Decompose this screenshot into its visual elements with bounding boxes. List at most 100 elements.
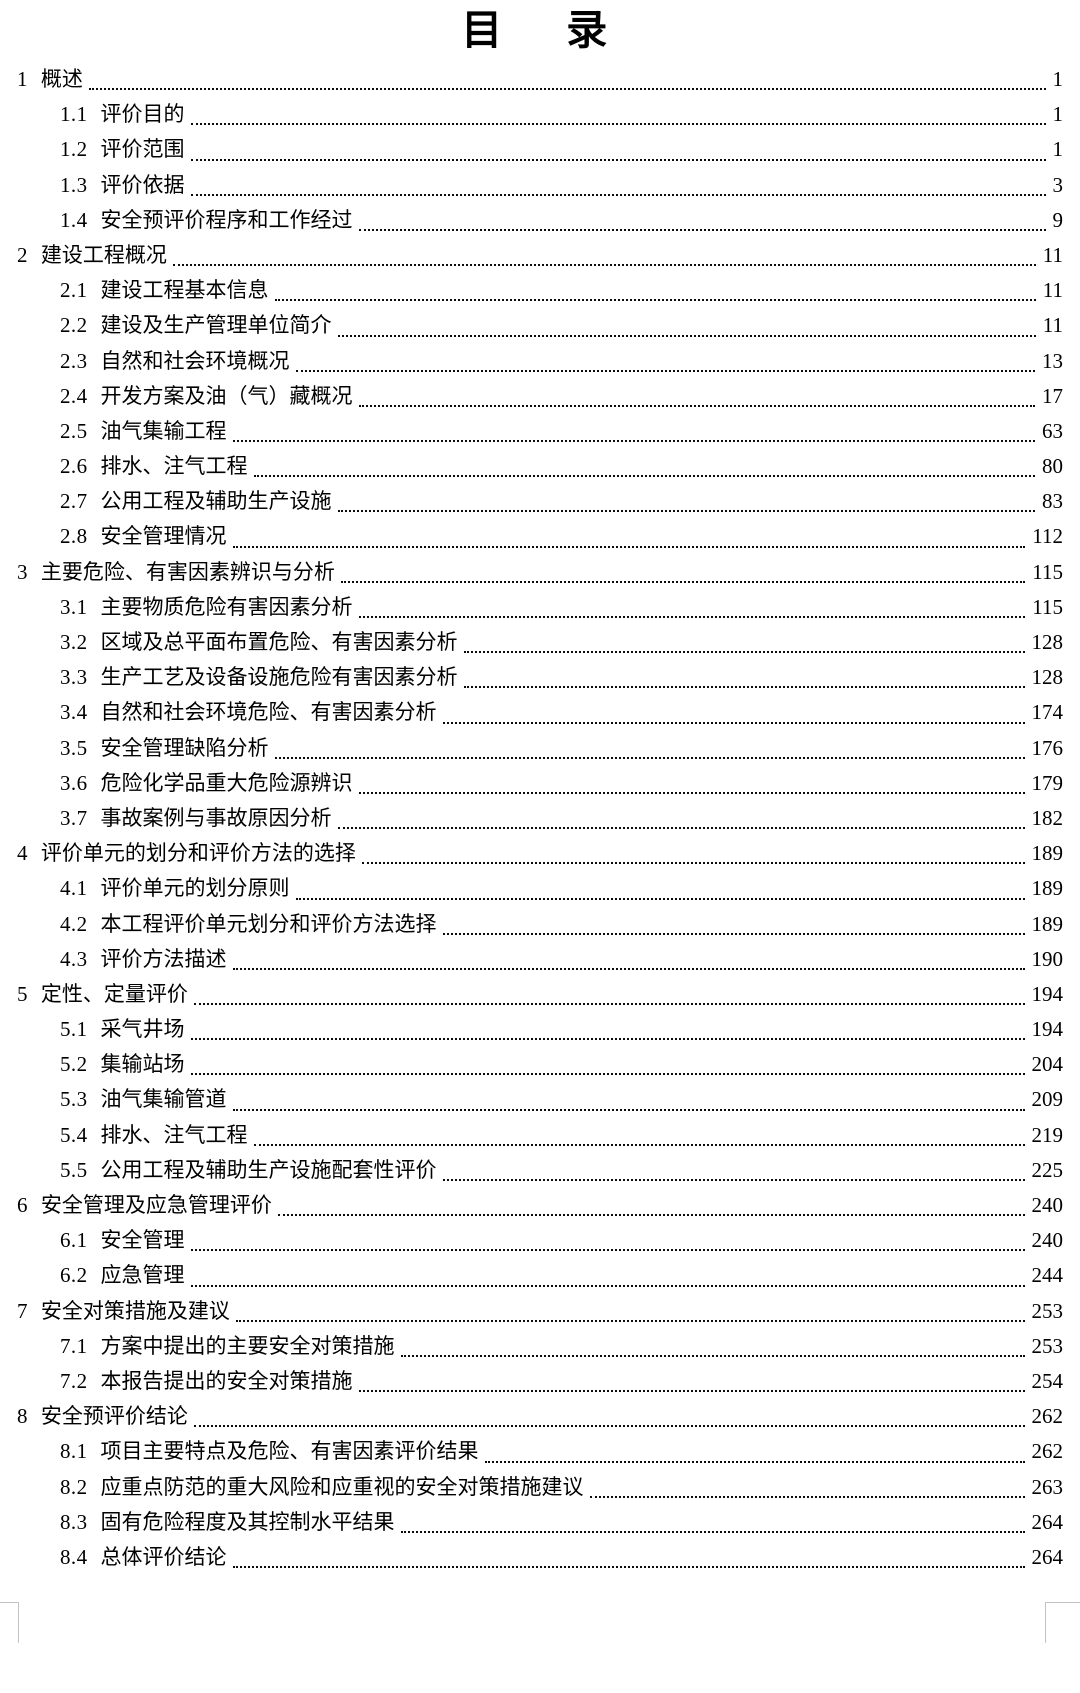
dot-leader xyxy=(190,193,1046,196)
toc-entry[interactable]: 4.1 评价单元的划分原则 189 xyxy=(0,871,1063,906)
dot-leader xyxy=(442,1178,1025,1181)
entry-number: 7.2 xyxy=(60,1368,88,1393)
toc-entry[interactable]: 3.5 安全管理缺陷分析 176 xyxy=(0,731,1063,766)
toc-entry[interactable]: 4.2 本工程评价单元划分和评价方法选择 189 xyxy=(0,907,1063,942)
toc-entry[interactable]: 6.2 应急管理 244 xyxy=(0,1258,1063,1293)
toc-entry[interactable]: 5 定性、定量评价 194 xyxy=(0,977,1063,1012)
toc-entry[interactable]: 7 安全对策措施及建议 253 xyxy=(0,1294,1063,1329)
entry-number: 5.4 xyxy=(60,1122,88,1147)
entry-number: 8.2 xyxy=(60,1474,88,1499)
toc-entry[interactable]: 2.5 油气集输工程 63 xyxy=(0,414,1063,449)
dot-leader xyxy=(235,1319,1025,1322)
toc-entry[interactable]: 3.6 危险化学品重大危险源辨识 179 xyxy=(0,766,1063,801)
entry-number: 3.2 xyxy=(60,630,88,654)
entry-page-number: 254 xyxy=(1031,1368,1064,1393)
entry-number: 1.3 xyxy=(60,172,88,197)
entry-number: 3.5 xyxy=(60,735,88,760)
entry-page-number: 1 xyxy=(1052,102,1064,127)
toc-entry[interactable]: 1.2 评价范围 1 xyxy=(0,132,1063,167)
toc-entry[interactable]: 2.1 建设工程基本信息 11 xyxy=(0,273,1063,308)
entry-number: 2.8 xyxy=(60,524,88,549)
entry-page-number: 190 xyxy=(1031,946,1064,971)
dot-leader xyxy=(340,580,1026,583)
dot-leader xyxy=(358,791,1025,794)
dot-leader xyxy=(193,1424,1025,1428)
toc-entry[interactable]: 8.4 总体评价结论 264 xyxy=(0,1540,1063,1575)
entry-page-number: 262 xyxy=(1031,1439,1064,1464)
page-title: 目 录 xyxy=(461,7,619,53)
entry-page-number: 264 xyxy=(1031,1509,1064,1534)
text-boundary-mark-right xyxy=(1045,1602,1080,1643)
toc-entry[interactable]: 1.1 评价目的 1 xyxy=(0,97,1063,132)
entry-title: 排水、注气工程 xyxy=(100,1122,248,1147)
toc-entry[interactable]: 2 建设工程概况 11 xyxy=(0,238,1063,273)
entry-number: 5.5 xyxy=(60,1157,88,1182)
toc-entry[interactable]: 6 安全管理及应急管理评价 240 xyxy=(0,1188,1063,1223)
dot-leader xyxy=(358,228,1046,231)
dot-leader xyxy=(190,158,1046,161)
entry-number: 2.6 xyxy=(60,454,88,479)
toc-entry[interactable]: 3.2 区域及总平面布置危险、有害因素分析 128 xyxy=(0,625,1063,660)
dot-leader xyxy=(253,474,1035,478)
toc-entry[interactable]: 3.4 自然和社会环境危险、有害因素分析 174 xyxy=(0,695,1063,730)
toc-entry[interactable]: 2.7 公用工程及辅助生产设施 83 xyxy=(0,484,1063,519)
entry-page-number: 115 xyxy=(1032,594,1063,619)
entry-page-number: 263 xyxy=(1031,1474,1064,1499)
entry-page-number: 264 xyxy=(1031,1544,1064,1569)
entry-page-number: 240 xyxy=(1031,1193,1064,1217)
toc-entry[interactable]: 3.7 事故案例与事故原因分析 182 xyxy=(0,801,1063,836)
dot-leader xyxy=(361,861,1025,865)
dot-leader xyxy=(190,1072,1025,1076)
entry-number: 3.7 xyxy=(60,805,88,830)
toc-entry[interactable]: 2.4 开发方案及油（气）藏概况 17 xyxy=(0,379,1063,414)
entry-number: 1.4 xyxy=(60,207,88,232)
dot-leader xyxy=(337,334,1036,337)
toc-entry[interactable]: 5.3 油气集输管道 209 xyxy=(0,1082,1063,1117)
dot-leader xyxy=(295,897,1025,900)
entry-title: 本工程评价单元划分和评价方法选择 xyxy=(100,911,437,936)
dot-leader xyxy=(232,1565,1025,1569)
entry-title: 安全管理及应急管理评价 xyxy=(40,1193,272,1217)
toc-entry[interactable]: 2.3 自然和社会环境概况 13 xyxy=(0,344,1063,379)
toc-entry[interactable]: 5.5 公用工程及辅助生产设施配套性评价 225 xyxy=(0,1153,1063,1188)
entry-page-number: 209 xyxy=(1031,1087,1064,1112)
entry-number: 2.4 xyxy=(60,383,88,408)
entry-number: 5.2 xyxy=(60,1052,88,1077)
dot-leader xyxy=(337,826,1025,830)
toc-entry[interactable]: 8 安全预评价结论 262 xyxy=(0,1399,1063,1434)
entry-number: 2.1 xyxy=(60,278,88,303)
toc-entry[interactable]: 8.2 应重点防范的重大风险和应重视的安全对策措施建议 263 xyxy=(0,1470,1063,1505)
toc-entry[interactable]: 7.2 本报告提出的安全对策措施 254 xyxy=(0,1364,1063,1399)
dot-leader xyxy=(232,1108,1025,1111)
entry-title: 排水、注气工程 xyxy=(100,454,248,479)
toc-entry[interactable]: 2.6 排水、注气工程 80 xyxy=(0,449,1063,484)
toc-entry[interactable]: 8.3 固有危险程度及其控制水平结果 264 xyxy=(0,1505,1063,1540)
toc-entry[interactable]: 3.1 主要物质危险有害因素分析 115 xyxy=(0,590,1063,625)
dot-leader xyxy=(463,685,1025,689)
toc-entry[interactable]: 1.3 评价依据 3 xyxy=(0,168,1063,203)
toc-entry[interactable]: 1 概述 1 xyxy=(0,62,1063,97)
toc-entry[interactable]: 4.3 评价方法描述 190 xyxy=(0,942,1063,977)
toc-entry[interactable]: 8.1 项目主要特点及危险、有害因素评价结果 262 xyxy=(0,1434,1063,1469)
toc-entry[interactable]: 2.8 安全管理情况 112 xyxy=(0,519,1063,554)
dot-leader xyxy=(274,298,1036,302)
entry-title: 自然和社会环境概况 xyxy=(100,348,290,373)
toc-entry[interactable]: 5.2 集输站场 204 xyxy=(0,1047,1063,1082)
toc-entry[interactable]: 1.4 安全预评价程序和工作经过 9 xyxy=(0,203,1063,238)
entry-title: 自然和社会环境危险、有害因素分析 xyxy=(100,700,437,725)
toc-entry[interactable]: 7.1 方案中提出的主要安全对策措施 253 xyxy=(0,1329,1063,1364)
toc-entry[interactable]: 3 主要危险、有害因素辨识与分析 115 xyxy=(0,555,1063,590)
entry-page-number: 240 xyxy=(1031,1228,1064,1253)
toc-entry[interactable]: 3.3 生产工艺及设备设施危险有害因素分析 128 xyxy=(0,660,1063,695)
toc-entry[interactable]: 4 评价单元的划分和评价方法的选择 189 xyxy=(0,836,1063,871)
toc-entry[interactable]: 2.2 建设及生产管理单位简介 11 xyxy=(0,308,1063,343)
entry-page-number: 128 xyxy=(1031,630,1064,654)
toc-entry[interactable]: 6.1 安全管理 240 xyxy=(0,1223,1063,1258)
entry-number: 3.1 xyxy=(60,594,88,619)
toc-entry[interactable]: 5.4 排水、注气工程 219 xyxy=(0,1118,1063,1153)
entry-number: 1 xyxy=(17,67,28,91)
entry-title: 概述 xyxy=(40,67,83,91)
entry-number: 8.4 xyxy=(60,1544,88,1569)
dot-leader xyxy=(232,967,1025,970)
toc-entry[interactable]: 5.1 采气井场 194 xyxy=(0,1012,1063,1047)
